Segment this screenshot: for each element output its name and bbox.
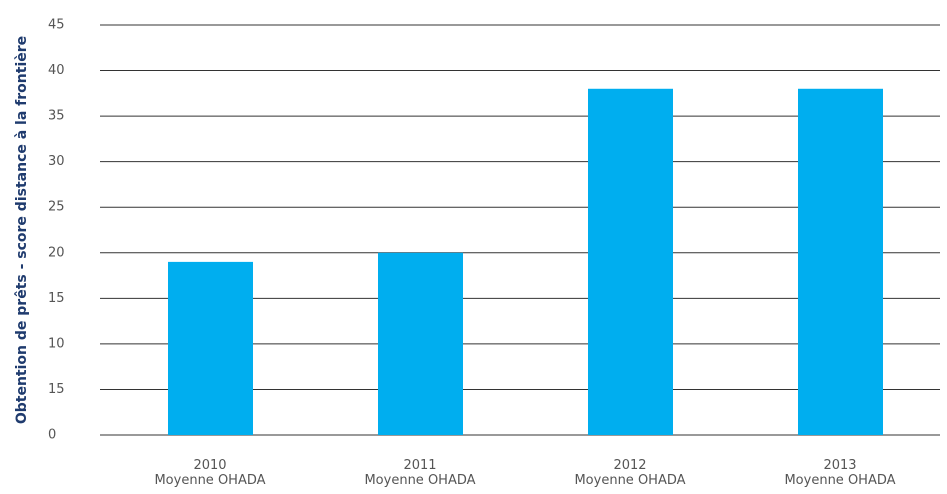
x-tick-label: 2011 Moyenne OHADA	[364, 458, 476, 488]
y-tick-label: 15	[48, 382, 65, 397]
y-tick-label: 40	[48, 63, 65, 78]
bar	[168, 261, 253, 435]
bar	[378, 252, 463, 435]
y-tick-label: 10	[48, 336, 65, 351]
x-tick-label: 2012 Moyenne OHADA	[574, 458, 686, 488]
y-tick-label: 30	[48, 154, 65, 169]
y-tick-label: 45	[48, 18, 65, 33]
y-tick-label: 20	[48, 245, 65, 260]
x-tick-label: 2010 Moyenne OHADA	[154, 458, 266, 488]
y-tick-label: 0	[48, 428, 56, 443]
bar	[588, 88, 673, 436]
y-tick-label: 25	[48, 200, 65, 215]
y-tick-label: 35	[48, 109, 65, 124]
y-tick-label: 15	[48, 291, 65, 306]
y-axis-label: Obtention de prêts - score distance à la…	[14, 36, 30, 424]
bar	[798, 88, 883, 436]
x-tick-label: 2013 Moyenne OHADA	[784, 458, 896, 488]
